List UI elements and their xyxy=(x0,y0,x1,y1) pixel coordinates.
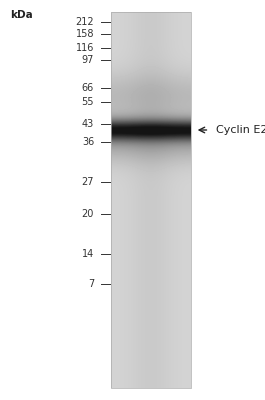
Text: 97: 97 xyxy=(82,55,94,65)
Text: 55: 55 xyxy=(82,97,94,107)
Bar xyxy=(111,12,191,388)
Text: 158: 158 xyxy=(76,29,94,39)
Text: 27: 27 xyxy=(82,177,94,187)
Text: 20: 20 xyxy=(82,209,94,219)
Text: 14: 14 xyxy=(82,249,94,259)
Text: 7: 7 xyxy=(88,279,94,289)
Text: 36: 36 xyxy=(82,137,94,147)
Text: 43: 43 xyxy=(82,119,94,129)
Text: 212: 212 xyxy=(76,17,94,27)
Text: kDa: kDa xyxy=(11,10,33,20)
Text: 116: 116 xyxy=(76,43,94,53)
Text: 66: 66 xyxy=(82,83,94,93)
Text: Cyclin E2: Cyclin E2 xyxy=(216,125,265,135)
